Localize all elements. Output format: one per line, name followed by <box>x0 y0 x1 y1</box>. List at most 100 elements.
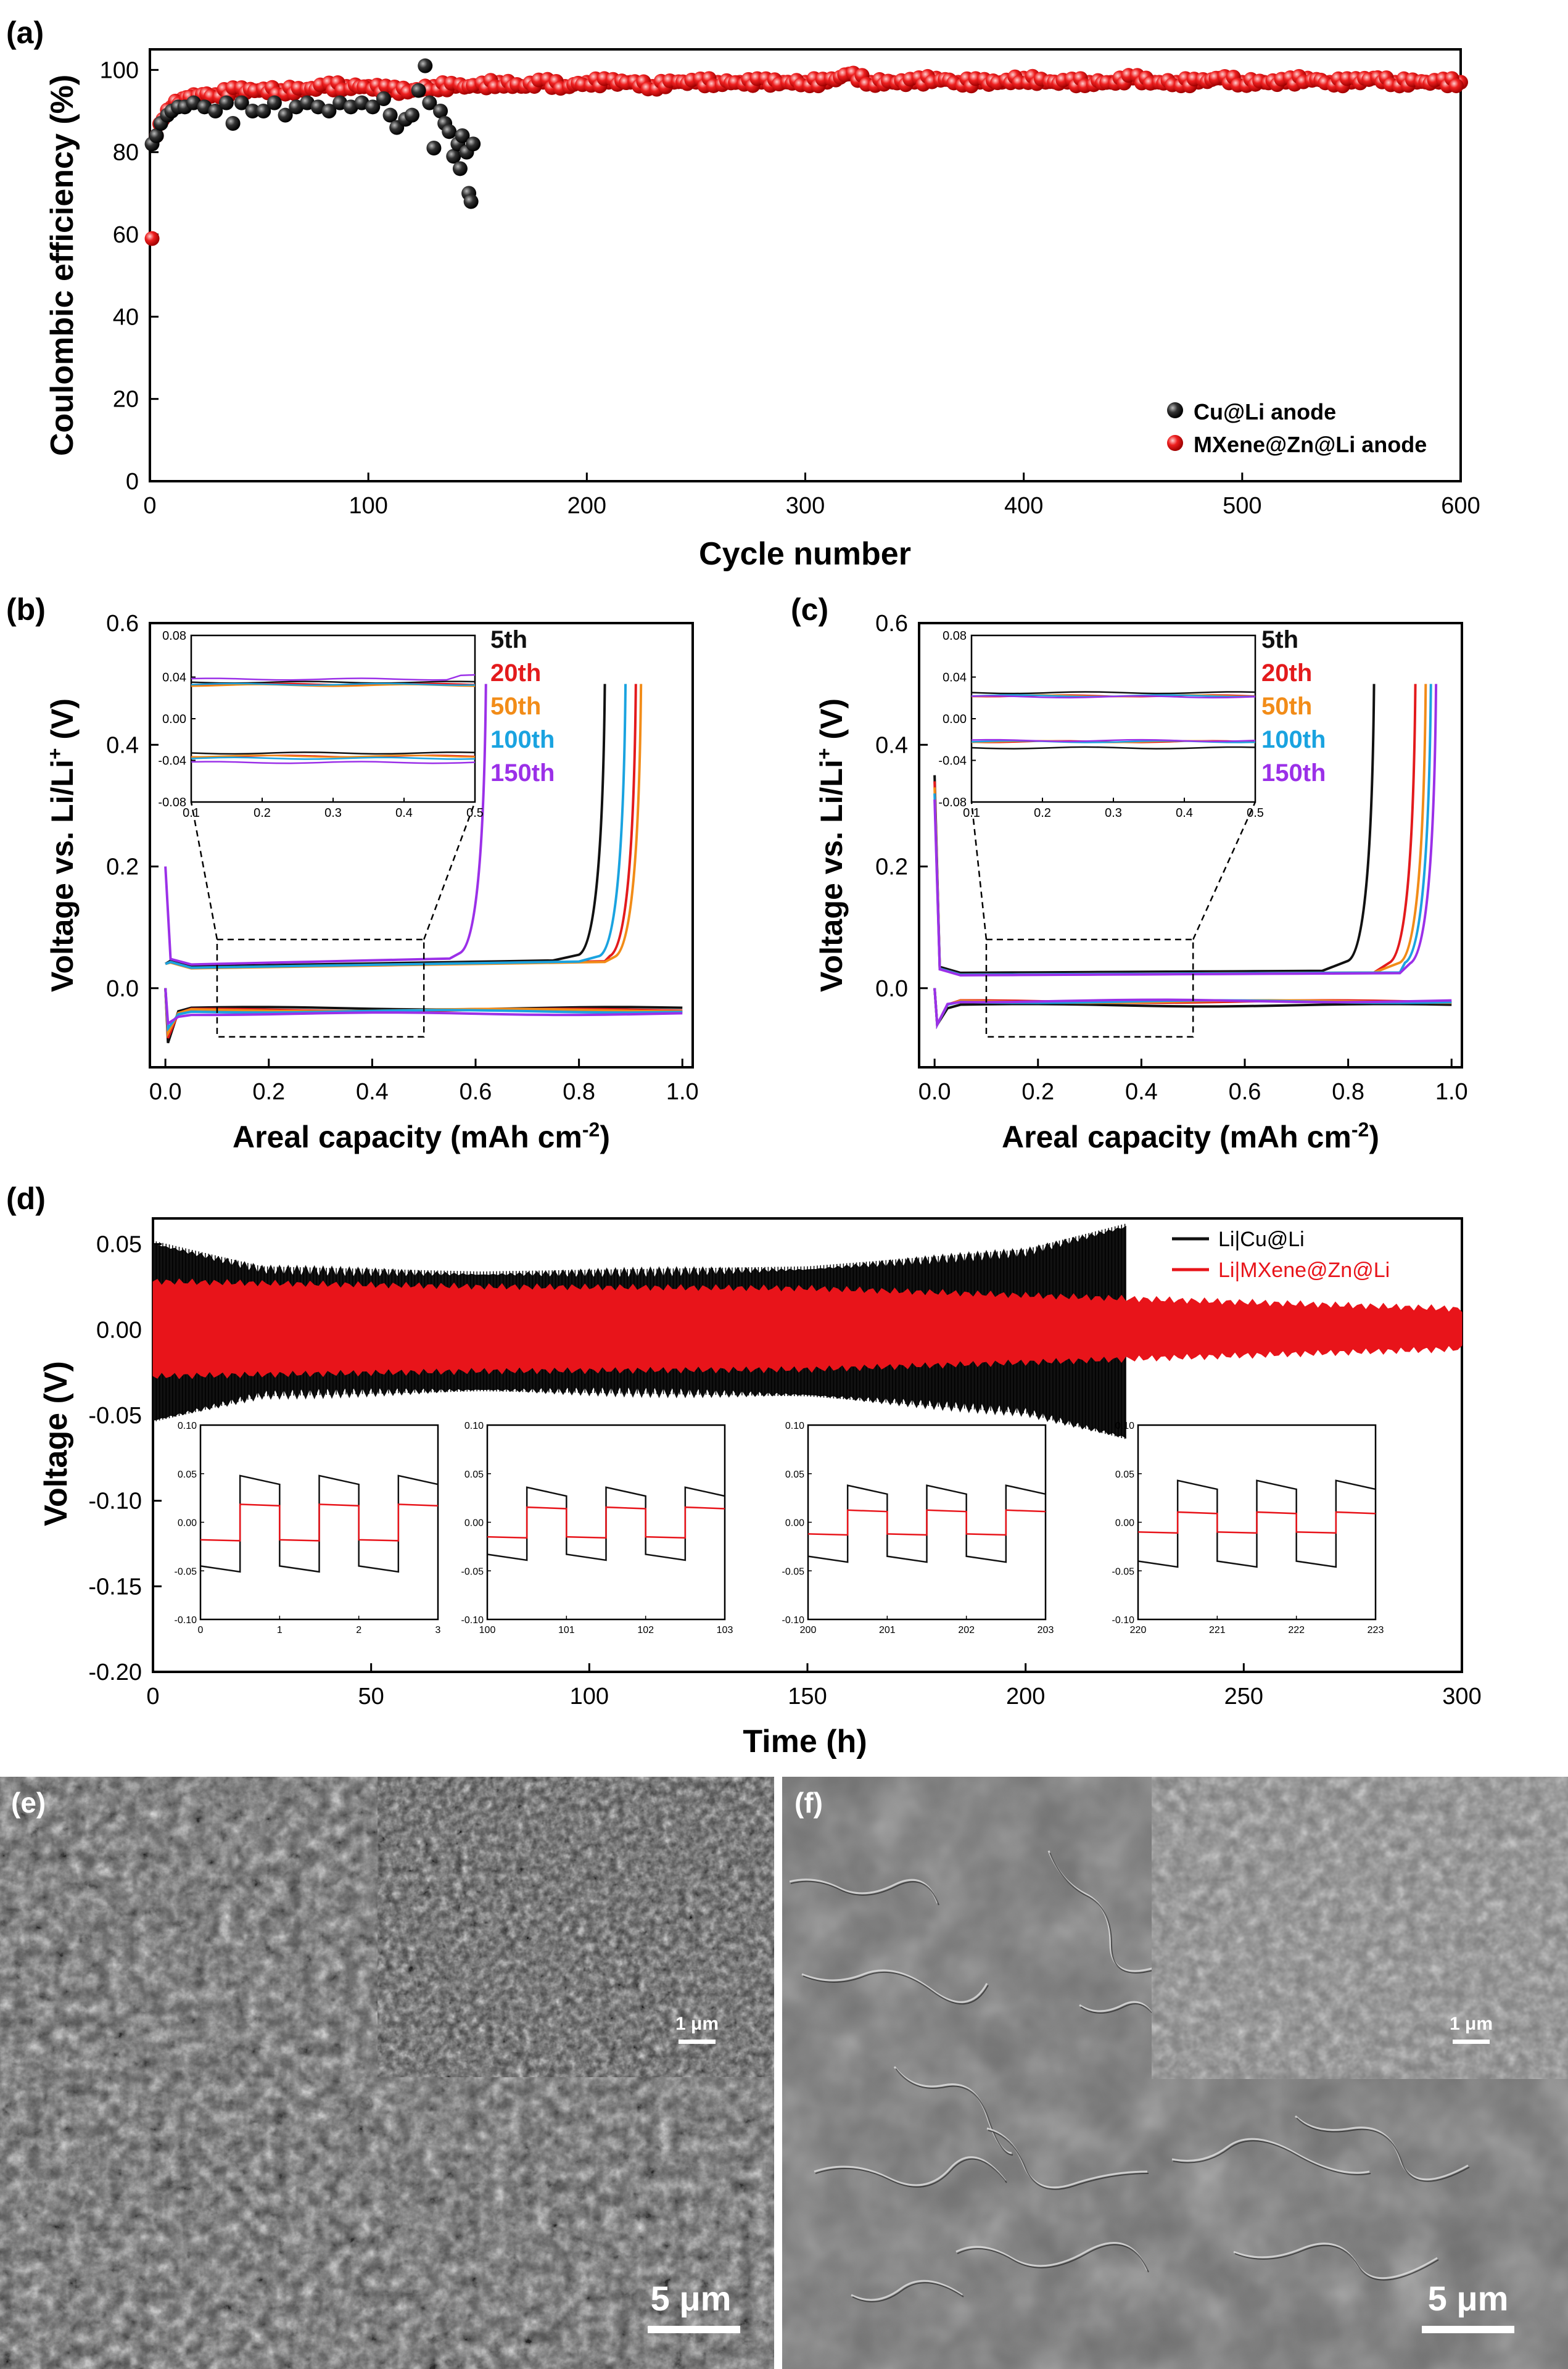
inset-curve-b <box>191 761 476 764</box>
curves-c <box>933 684 1452 1030</box>
curve-strip-c <box>933 988 1452 1030</box>
data-point-cu <box>382 107 398 123</box>
inset-y-tick-label-d: 0.10 <box>1115 1421 1134 1431</box>
inset-trace-li-mxene <box>200 1503 439 1542</box>
insets-d: 0.100.050.00-0.05-0.100 1 2 30.100.050.00-0… <box>175 1421 1384 1635</box>
curve-plate-c <box>933 684 1376 974</box>
inset-y-tick-label-d: -0.10 <box>175 1615 197 1626</box>
x-axis-label-b: Areal capacity (mAh cm-2) <box>233 1118 610 1154</box>
sem-cracks-f <box>789 1850 1470 2302</box>
sem-crack-f <box>814 2156 1007 2186</box>
x-tick-label-d: 150 <box>788 1684 827 1710</box>
x-tick-label-d: 250 <box>1224 1684 1263 1710</box>
y-axis-b: 0.0 0.2 0.4 0.6 <box>106 611 159 1002</box>
sem-image-e: (e) 1 μm 5 μm <box>0 1776 775 2369</box>
x-tick-label-b: 0.6 <box>460 1079 492 1105</box>
inset-b: 0.1 0.2 0.3 0.4 0.5 -0.08 -0.04 0.00 0.04 0.08 <box>158 629 484 820</box>
data-point-cu <box>208 104 223 118</box>
y-axis-label-a: Coulombic efficiency (%) <box>44 75 80 456</box>
inset-y-tick-label-d: 0.10 <box>785 1421 804 1431</box>
data-point-cu <box>422 95 437 110</box>
panel-d: (d) 0 50 100 150 200 250 300 -0.20-0.15-0.10-0… <box>6 1181 1482 1759</box>
data-point-cu <box>433 104 448 118</box>
inset-x-tick-label-d: 222 <box>1288 1625 1305 1635</box>
x-tick-label-b: 0.8 <box>563 1079 595 1105</box>
inset-x-tick-label-c: 0.2 <box>1034 806 1051 820</box>
x-axis-label-d: Time (h) <box>743 1724 867 1759</box>
inset-y-tick-label-d: 0.10 <box>464 1421 484 1431</box>
legend-d: Li|Cu@Li Li|MXene@Zn@Li <box>1172 1228 1390 1282</box>
inset-y-tick-label-c: 0.00 <box>943 713 967 726</box>
inset-y-tick-label-c: 0.04 <box>943 671 967 685</box>
y-axis-label-c: Voltage vs. Li/Li+ (V) <box>813 698 849 992</box>
inset-curve-b <box>191 751 476 755</box>
legend-c: 5th 20th 50th 100th 150th <box>1261 626 1326 787</box>
inset-curve-c <box>971 691 1256 695</box>
inset-y-tick-label-c: -0.08 <box>938 796 967 809</box>
y-axis-label-d: Voltage (V) <box>38 1361 74 1526</box>
curve-plate-b <box>165 684 627 969</box>
legend-b: 5th 20th 50th 100th 150th <box>490 626 555 787</box>
data-point-cu <box>234 95 249 110</box>
x-tick-label-c: 0.0 <box>918 1079 951 1105</box>
y-tick-label-c: 0.6 <box>875 611 908 637</box>
inset-y-tick-label-d: 0.05 <box>464 1470 484 1480</box>
x-tick-label-c: 0.2 <box>1021 1079 1054 1105</box>
inset-y-tick-label-d: 0.05 <box>1115 1470 1134 1480</box>
inset-y-tick-label-d: 0.00 <box>178 1518 197 1529</box>
data-point-cu <box>446 149 461 164</box>
x-tick-label-d: 0 <box>146 1684 159 1710</box>
inset-y-tick-label-b: 0.04 <box>162 671 186 685</box>
x-tick-label-c: 0.4 <box>1125 1079 1158 1105</box>
inset-x-tick-label-d: 0 <box>198 1625 204 1635</box>
y-tick-label-d: -0.05 <box>88 1403 142 1429</box>
y-tick-label-c: 0.0 <box>875 976 908 1002</box>
data-point-cu <box>225 116 241 131</box>
zoom-rect-c <box>985 938 1194 1038</box>
data-point-cu <box>256 104 271 118</box>
x-tick-label-a: 300 <box>786 493 825 519</box>
curve-strip-c <box>933 988 1452 1029</box>
y-tick-label-d: -0.10 <box>88 1489 142 1515</box>
panel-label-d: (d) <box>6 1181 46 1216</box>
inset-y-tick-label-c: 0.08 <box>943 629 967 643</box>
inset-trace-li-mxene <box>807 1509 1046 1536</box>
legend-label-li-cu: Li|Cu@Li <box>1218 1228 1305 1251</box>
trace-band-li-mxene <box>152 1278 1463 1379</box>
inset-curve-b <box>191 755 476 758</box>
y-tick-label-b: 0.0 <box>106 976 139 1002</box>
x-tick-label-a: 100 <box>349 493 387 519</box>
sem-crack-f <box>1171 2138 1370 2174</box>
inset-x-tick-label-d: 200 <box>800 1625 817 1635</box>
x-tick-label-d: 300 <box>1442 1684 1481 1710</box>
data-point-cu <box>426 141 442 155</box>
x-tick-label-a: 200 <box>567 493 606 519</box>
x-tick-label-a: 600 <box>1441 493 1480 519</box>
panel-label-e: (e) <box>11 1787 46 1819</box>
series-mxene-a <box>144 65 1468 246</box>
sem-crack-shadow-f <box>790 1880 939 1906</box>
legend-label-b: 100th <box>490 726 555 753</box>
zoom-rect-b <box>216 938 425 1038</box>
x-tick-label-b: 1.0 <box>666 1079 699 1105</box>
x-axis-a: 0 100 200 300 400 500 600 <box>143 473 1480 519</box>
legend-label-mxene: MXene@Zn@Li anode <box>1194 432 1427 457</box>
inset-x-tick-label-b: 0.3 <box>324 806 342 820</box>
legend-a: Cu@Li anode MXene@Zn@Li anode <box>1167 399 1427 457</box>
inset-y-tick-label-d: 0.00 <box>785 1518 804 1529</box>
sem-crack-shadow-f <box>815 2158 1007 2188</box>
inset-scale-bar-e <box>679 2040 716 2044</box>
sem-crack-shadow-f <box>1234 2244 1439 2281</box>
y-axis-d: -0.20 -0.15 -0.10 -0.05 0.00 0.05 <box>88 1232 162 1685</box>
sem-inset-e <box>376 1776 775 2078</box>
data-point-mxene <box>144 231 160 246</box>
plot-frame-c <box>918 622 1463 1069</box>
legend-marker-mxene <box>1167 435 1183 451</box>
scale-bar-f <box>1422 2326 1514 2333</box>
sem-crack-shadow-f <box>1296 2117 1470 2182</box>
sem-crack-shadow-f <box>1173 2140 1371 2175</box>
inset-x-tick-label-d: 103 <box>717 1625 733 1635</box>
sem-crack-shadow-f <box>957 2244 1149 2273</box>
